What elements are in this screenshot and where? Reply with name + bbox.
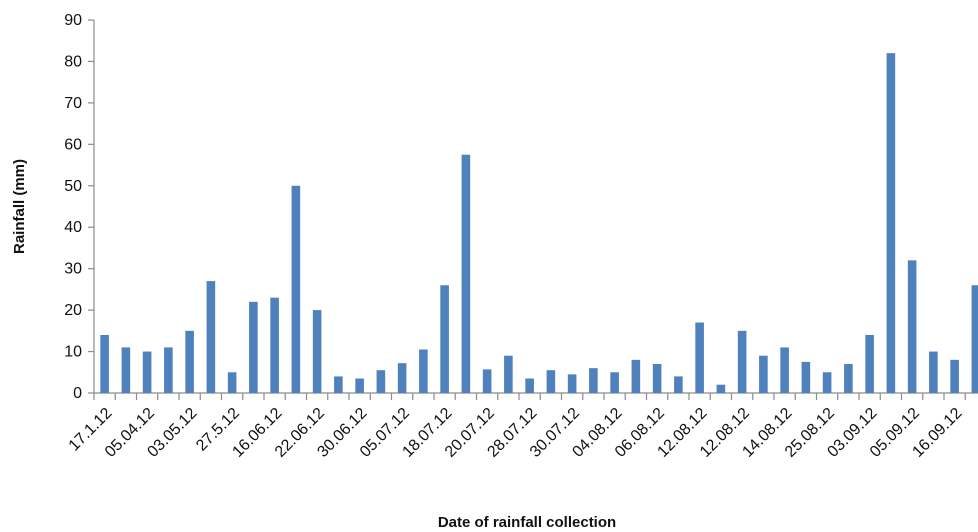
y-axis-title: Rainfall (mm) bbox=[11, 159, 28, 254]
rainfall-bar bbox=[334, 376, 343, 393]
rainfall-bar bbox=[270, 297, 279, 393]
rainfall-bar bbox=[886, 53, 896, 394]
rainfall-bar bbox=[397, 363, 407, 393]
y-tick-label: 80 bbox=[64, 53, 82, 70]
y-tick-label: 60 bbox=[64, 136, 82, 153]
y-tick-label: 90 bbox=[64, 12, 82, 29]
rainfall-bar bbox=[801, 361, 811, 393]
rainfall-bar bbox=[631, 359, 641, 393]
rainfall-bar bbox=[164, 347, 173, 393]
rainfall-bar bbox=[249, 301, 258, 393]
rainfall-bar bbox=[695, 322, 704, 393]
y-tick-label: 20 bbox=[64, 302, 82, 319]
rainfall-bar bbox=[674, 376, 683, 393]
rainfall-bar bbox=[291, 185, 301, 393]
y-tick-label: 40 bbox=[64, 219, 82, 236]
rainfall-bar bbox=[355, 378, 364, 393]
rainfall-bar bbox=[440, 285, 449, 393]
rainfall-bar bbox=[461, 154, 471, 393]
y-tick-label: 0 bbox=[73, 385, 82, 402]
y-tick-label: 30 bbox=[64, 261, 82, 278]
rainfall-bar bbox=[312, 310, 322, 393]
rainfall-bar bbox=[206, 281, 216, 393]
x-axis-title: Date of rainfall collection bbox=[438, 514, 616, 531]
rainfall-bar bbox=[546, 370, 556, 393]
rainfall-bar bbox=[759, 355, 768, 393]
rainfall-bar bbox=[419, 349, 428, 393]
y-tick-label: 50 bbox=[64, 178, 82, 195]
rainfall-bar bbox=[504, 355, 513, 393]
rainfall-bar bbox=[737, 330, 747, 393]
rainfall-bar bbox=[844, 363, 853, 393]
rainfall-bar bbox=[610, 372, 619, 393]
rainfall-bar bbox=[482, 369, 492, 393]
rainfall-bar bbox=[525, 378, 534, 393]
rainfall-bar bbox=[376, 370, 386, 393]
rainfall-bar bbox=[865, 334, 874, 393]
rainfall-bar bbox=[716, 384, 726, 393]
rainfall-bar bbox=[822, 372, 832, 393]
rainfall-bar bbox=[185, 330, 194, 393]
rainfall-bar bbox=[780, 347, 789, 393]
rainfall-bar bbox=[227, 372, 237, 393]
rainfall-bar bbox=[929, 351, 938, 393]
rainfall-bar bbox=[567, 374, 577, 393]
rainfall-bar bbox=[971, 285, 978, 393]
rainfall-bar bbox=[907, 260, 917, 393]
rainfall-bar bbox=[589, 368, 598, 393]
y-tick-label: 70 bbox=[64, 95, 82, 112]
rainfall-bar bbox=[142, 351, 152, 393]
rainfall-bar bbox=[950, 359, 959, 393]
rainfall-bar bbox=[100, 334, 109, 393]
rainfall-bar bbox=[652, 363, 662, 393]
rainfall-bar bbox=[121, 347, 131, 393]
y-tick-label: 10 bbox=[64, 344, 82, 361]
